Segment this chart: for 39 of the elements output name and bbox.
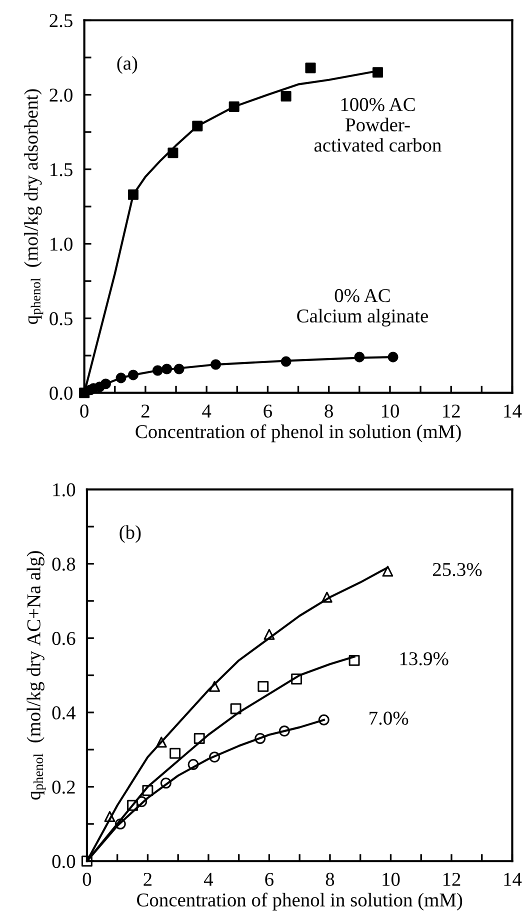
x-tick-label: 8 bbox=[324, 404, 333, 418]
x-tick-label: 12 bbox=[443, 872, 460, 886]
y-tick-label: 1.5 bbox=[50, 163, 72, 176]
y-axis-title: q$_{phenol}$ (mol/kg dry AC+Na alg) bbox=[26, 551, 46, 800]
y-axis-title: q$_{phenol}$ (mol/kg dry adsorbent) bbox=[24, 89, 44, 324]
annotation: (a) bbox=[117, 56, 138, 74]
x-tick-label: 14 bbox=[504, 404, 522, 418]
x-tick-label: 6 bbox=[265, 872, 274, 886]
y-tick-label: 1.0 bbox=[50, 238, 72, 251]
x-tick-label: 12 bbox=[443, 404, 460, 418]
y-tick-label: 0.5 bbox=[50, 312, 72, 326]
x-tick-label: 14 bbox=[504, 872, 522, 886]
annotation: 0% AC Calcium alginate bbox=[297, 289, 428, 327]
x-axis-title: Concentration of phenol in solution (mM) bbox=[136, 424, 461, 442]
annotation: 7.0% bbox=[370, 712, 408, 725]
annotation: 25.3% bbox=[432, 562, 482, 576]
x-tick-label: 0 bbox=[80, 404, 88, 418]
y-tick-label: 0.0 bbox=[52, 854, 76, 868]
x-tick-label: 4 bbox=[204, 872, 214, 886]
y-tick-label: 0.2 bbox=[52, 780, 75, 794]
y-tick-label: 0.0 bbox=[50, 386, 72, 400]
x-tick-label: 0 bbox=[82, 872, 92, 886]
y-tick-label: 2.0 bbox=[50, 88, 72, 102]
x-tick-label: 4 bbox=[202, 404, 212, 418]
annotation: 13.9% bbox=[400, 652, 448, 666]
y-tick-label: 0.6 bbox=[52, 632, 76, 646]
y-tick-label: 0.4 bbox=[52, 706, 76, 720]
y-tick-label: 2.5 bbox=[50, 14, 72, 28]
annotation: 100% AC Powder- activated carbon bbox=[314, 98, 442, 152]
y-tick-label: 0.8 bbox=[52, 558, 76, 571]
x-axis-title: Concentration of phenol in solution (mM) bbox=[137, 892, 462, 910]
x-tick-label: 10 bbox=[382, 872, 400, 886]
x-tick-label: 2 bbox=[144, 872, 152, 886]
annotation: (b) bbox=[120, 525, 141, 543]
x-tick-label: 10 bbox=[382, 404, 399, 418]
x-tick-label: 8 bbox=[326, 872, 334, 886]
x-tick-label: 2 bbox=[141, 404, 150, 418]
y-tick-label: 1.0 bbox=[53, 483, 76, 496]
x-tick-label: 6 bbox=[264, 404, 272, 418]
